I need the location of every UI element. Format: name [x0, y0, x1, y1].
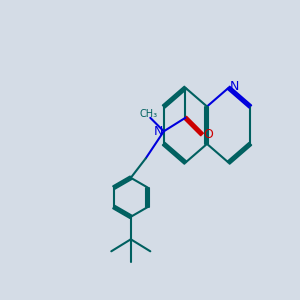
- Text: O: O: [204, 128, 213, 141]
- Text: CH₃: CH₃: [140, 109, 158, 119]
- Text: N: N: [154, 125, 163, 138]
- Text: N: N: [229, 80, 239, 93]
